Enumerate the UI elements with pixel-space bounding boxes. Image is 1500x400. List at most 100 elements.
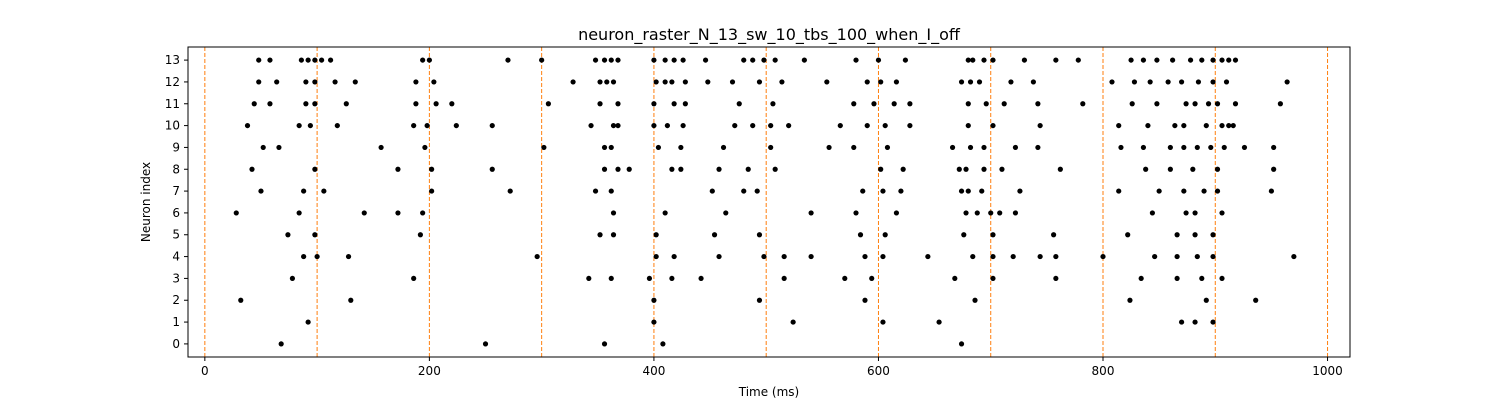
spike-neuron-11 [1214, 101, 1221, 107]
spike-neuron-12 [274, 79, 280, 85]
spike-neuron-13 [305, 57, 311, 63]
spike-neuron-8 [900, 166, 906, 172]
spike-neuron-3 [1053, 275, 1059, 282]
spike-neuron-7 [1116, 188, 1122, 194]
spike-neuron-10 [1037, 122, 1043, 129]
spike-neuron-8 [716, 166, 722, 172]
spike-neuron-11 [965, 101, 971, 107]
spike-neuron-5 [1210, 232, 1216, 238]
y-tick-label: 10 [165, 119, 180, 133]
spike-neuron-12 [779, 79, 785, 85]
spike-neuron-6 [974, 210, 980, 216]
spike-neuron-8 [956, 166, 962, 172]
spike-neuron-13 [608, 57, 614, 63]
spike-neuron-8 [772, 166, 778, 172]
spike-neuron-10 [882, 122, 888, 129]
spike-neuron-6 [997, 210, 1003, 216]
spike-neuron-6 [853, 210, 859, 216]
spike-neuron-13 [981, 57, 987, 63]
spike-neuron-13 [761, 57, 767, 63]
spike-neuron-13 [327, 57, 334, 63]
spike-neuron-11 [871, 101, 877, 107]
spike-neuron-13 [702, 57, 709, 63]
spike-neuron-12 [1165, 79, 1171, 85]
spike-neuron-4 [1100, 253, 1106, 260]
spike-neuron-8 [615, 166, 621, 172]
spike-neuron-12 [256, 79, 262, 85]
spike-neuron-3 [869, 275, 875, 282]
spike-neuron-9 [851, 144, 857, 151]
spike-neuron-1 [1178, 319, 1185, 325]
spike-neuron-8 [601, 166, 608, 172]
spike-neuron-9 [1012, 144, 1019, 151]
y-tick-label: 1 [172, 315, 180, 329]
spike-neuron-1 [1192, 319, 1198, 325]
spike-neuron-11 [907, 101, 913, 107]
spike-neuron-7 [301, 188, 307, 194]
spike-neuron-11 [851, 101, 857, 107]
spike-neuron-11 [1080, 101, 1086, 107]
spike-neuron-11 [1183, 101, 1189, 107]
spike-neuron-8 [489, 166, 495, 172]
x-tick-label: 800 [1092, 364, 1115, 378]
spike-neuron-8 [312, 166, 318, 172]
spike-neuron-5 [882, 232, 888, 238]
spike-neuron-1 [790, 319, 796, 325]
spike-neuron-10 [907, 122, 913, 129]
spike-neuron-12 [570, 79, 576, 85]
spike-neuron-6 [1012, 210, 1019, 216]
spike-neuron-11 [433, 101, 439, 107]
spike-neuron-10 [489, 122, 495, 129]
spike-neuron-13 [1187, 57, 1194, 63]
x-tick-label: 400 [642, 364, 665, 378]
spike-neuron-13 [1226, 57, 1232, 63]
spike-neuron-11 [1277, 101, 1283, 107]
spike-neuron-7 [1017, 188, 1023, 194]
spike-neuron-11 [615, 101, 621, 107]
spike-neuron-11 [449, 101, 455, 107]
spike-neuron-12 [864, 79, 870, 85]
spike-neuron-12 [662, 79, 668, 85]
spike-neuron-7 [608, 188, 614, 194]
spike-neuron-8 [1143, 166, 1149, 172]
spike-neuron-9 [608, 144, 614, 151]
spike-neuron-13 [1053, 57, 1059, 63]
chart-title: neuron_raster_N_13_sw_10_tbs_100_when_I_… [578, 25, 961, 45]
y-tick-label: 2 [172, 293, 180, 307]
spike-neuron-2 [651, 297, 657, 303]
spike-neuron-3 [1174, 275, 1180, 282]
spike-neuron-6 [395, 210, 401, 216]
points-layer [233, 57, 1297, 347]
spike-neuron-2 [1127, 297, 1133, 303]
spike-neuron-10 [588, 122, 594, 129]
spike-neuron-11 [770, 101, 776, 107]
spike-neuron-3 [608, 275, 614, 282]
spike-neuron-9 [260, 144, 266, 151]
spike-neuron-5 [1192, 232, 1198, 238]
spike-neuron-11 [682, 101, 688, 107]
spike-neuron-8 [1271, 166, 1277, 172]
spike-neuron-12 [610, 79, 617, 85]
plot-frame [187, 46, 1351, 358]
spike-neuron-12 [413, 79, 419, 85]
spike-neuron-7 [709, 188, 715, 194]
spike-neuron-3 [698, 275, 704, 282]
spike-neuron-4 [990, 253, 996, 260]
spike-neuron-4 [808, 253, 814, 260]
spike-neuron-4 [671, 253, 677, 260]
y-tick-label: 7 [172, 184, 180, 198]
spike-neuron-10 [1226, 122, 1232, 129]
spike-neuron-9 [768, 144, 774, 151]
spike-neuron-7 [958, 188, 965, 194]
y-tick-label: 5 [172, 228, 180, 242]
x-tick-label: 200 [418, 364, 441, 378]
spike-neuron-10 [651, 122, 657, 129]
spike-neuron-9 [1035, 144, 1041, 151]
spike-neuron-13 [601, 57, 608, 63]
spike-neuron-12 [756, 79, 763, 85]
spike-neuron-7 [1201, 188, 1207, 194]
spike-neuron-10 [1219, 122, 1225, 129]
spike-neuron-9 [655, 144, 662, 151]
spike-neuron-13 [1154, 57, 1160, 63]
